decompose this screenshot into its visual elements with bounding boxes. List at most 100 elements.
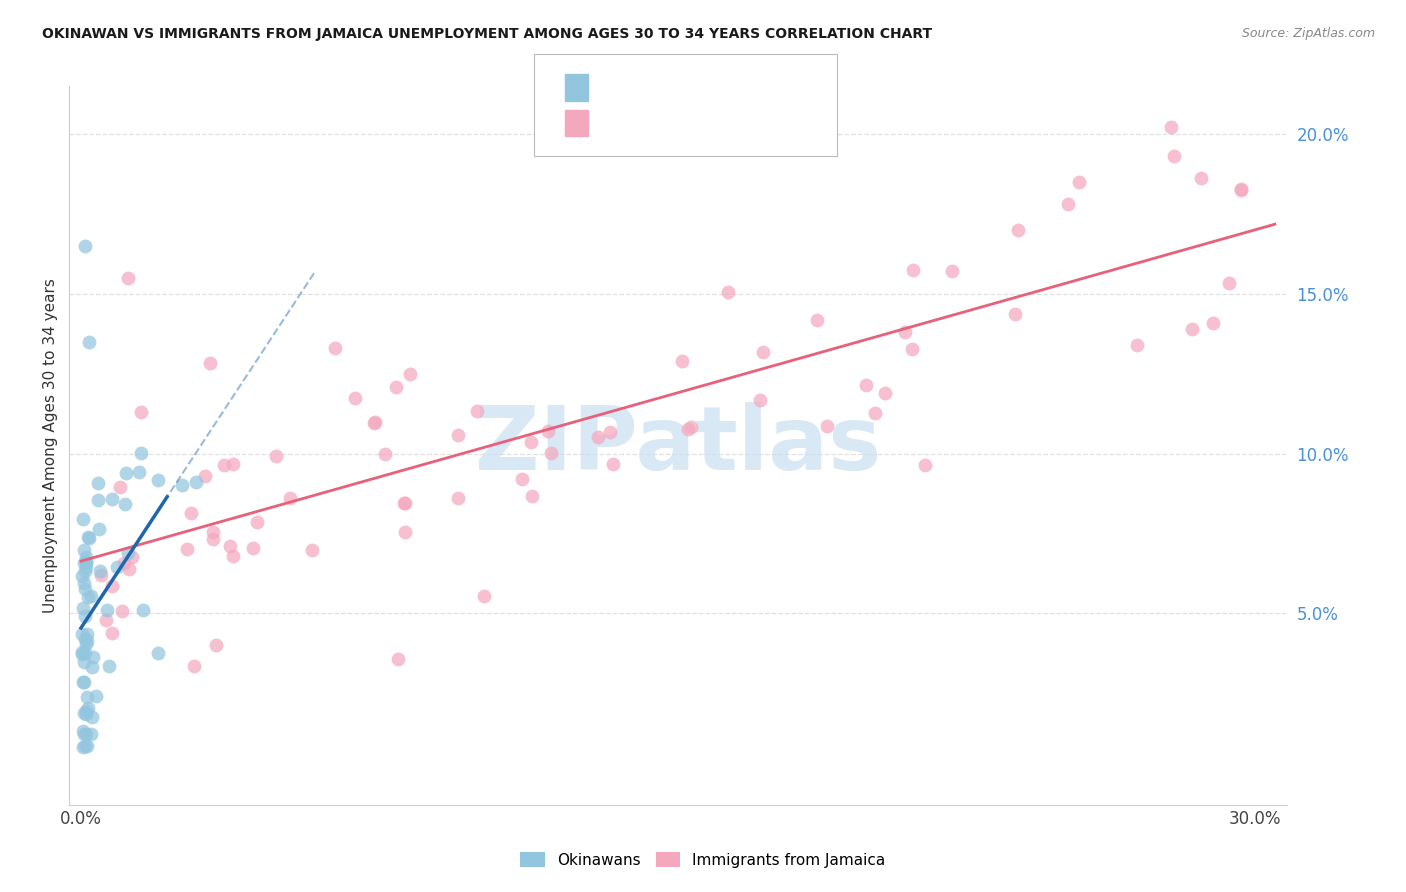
Text: Source: ZipAtlas.com: Source: ZipAtlas.com xyxy=(1241,27,1375,40)
Point xyxy=(914,458,936,472)
Point xyxy=(75,555,97,569)
Point xyxy=(374,446,396,460)
Point xyxy=(73,727,96,741)
Point xyxy=(446,427,468,442)
Point xyxy=(447,491,470,505)
Point xyxy=(183,658,205,673)
Point xyxy=(385,379,408,393)
Point xyxy=(278,491,301,506)
Point xyxy=(97,658,120,673)
Point xyxy=(387,652,409,666)
Point xyxy=(76,634,98,648)
Point xyxy=(474,589,496,603)
Point xyxy=(101,579,124,593)
Point xyxy=(681,419,703,434)
Point xyxy=(146,646,169,660)
Point xyxy=(108,479,131,493)
Point xyxy=(1181,322,1204,336)
Point xyxy=(72,600,94,615)
Point xyxy=(77,334,100,349)
Point xyxy=(540,446,562,460)
Legend: Okinawans, Immigrants from Jamaica: Okinawans, Immigrants from Jamaica xyxy=(513,844,893,875)
Point xyxy=(855,377,877,392)
Point xyxy=(94,613,117,627)
Point xyxy=(394,525,416,540)
Point xyxy=(394,496,416,510)
Point xyxy=(73,706,96,720)
Point xyxy=(75,706,97,721)
Point xyxy=(96,603,118,617)
Point xyxy=(323,342,346,356)
Point xyxy=(80,727,103,741)
Text: N = 64: N = 64 xyxy=(728,78,801,97)
Point xyxy=(101,491,124,506)
Point xyxy=(1201,316,1223,330)
Point xyxy=(76,700,98,714)
Point xyxy=(72,675,94,690)
Point xyxy=(537,424,560,438)
Point xyxy=(72,512,94,526)
Point xyxy=(520,435,543,450)
Point xyxy=(76,690,98,704)
Point xyxy=(72,645,94,659)
Point xyxy=(671,353,693,368)
Point xyxy=(520,489,543,503)
Point xyxy=(73,675,96,690)
Point xyxy=(70,627,93,641)
Point xyxy=(112,557,135,571)
Point xyxy=(117,271,139,285)
Point xyxy=(941,264,963,278)
Point xyxy=(80,660,103,674)
Point xyxy=(73,239,96,253)
Point xyxy=(212,458,235,473)
Point xyxy=(75,636,97,650)
Point xyxy=(89,522,111,536)
Point xyxy=(75,704,97,718)
Point xyxy=(599,425,621,439)
Point xyxy=(75,726,97,740)
Point xyxy=(76,626,98,640)
Point xyxy=(129,446,152,460)
Point xyxy=(1160,120,1182,134)
Point xyxy=(221,457,243,471)
Point xyxy=(80,710,103,724)
Point xyxy=(118,562,141,576)
Point xyxy=(72,569,94,583)
Point xyxy=(717,285,740,300)
Point xyxy=(586,430,609,444)
Point xyxy=(1004,307,1026,321)
Point xyxy=(73,655,96,669)
Point xyxy=(194,468,217,483)
Point xyxy=(72,739,94,754)
Point xyxy=(676,422,699,436)
Point xyxy=(131,405,153,419)
Point xyxy=(110,604,132,618)
Point xyxy=(146,473,169,487)
Point xyxy=(82,649,104,664)
Point xyxy=(873,386,896,401)
Point xyxy=(806,313,828,327)
Point xyxy=(399,367,422,381)
Point xyxy=(75,560,97,574)
Point xyxy=(121,549,143,564)
Point xyxy=(363,415,385,429)
Point xyxy=(176,541,198,556)
Point xyxy=(180,506,202,520)
Point xyxy=(815,419,838,434)
Point xyxy=(184,475,207,490)
Point xyxy=(73,575,96,590)
Text: ZIPatlas: ZIPatlas xyxy=(475,402,882,489)
Point xyxy=(749,393,772,408)
Point xyxy=(76,590,98,604)
Point xyxy=(264,449,287,463)
Point xyxy=(865,406,887,420)
Point xyxy=(105,560,128,574)
Point xyxy=(117,546,139,560)
Point xyxy=(89,564,111,578)
Point xyxy=(90,567,112,582)
Point xyxy=(246,515,269,529)
Point xyxy=(73,556,96,570)
Point xyxy=(73,582,96,596)
Point xyxy=(900,342,922,356)
Point xyxy=(465,404,488,418)
